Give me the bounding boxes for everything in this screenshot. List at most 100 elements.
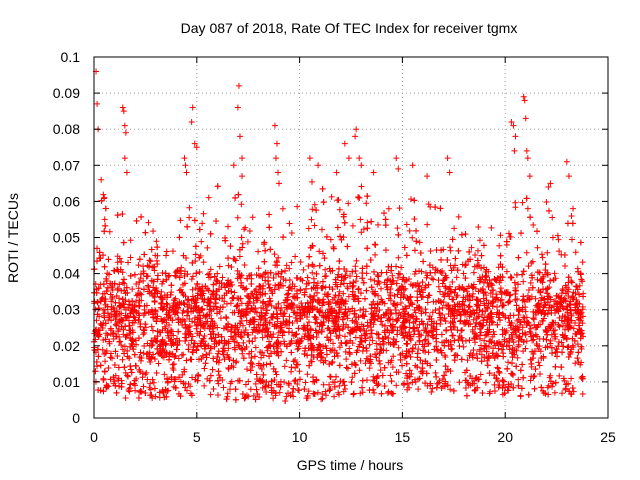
data-point [271, 286, 278, 293]
data-point [101, 216, 108, 223]
data-point [133, 281, 140, 288]
data-point [550, 327, 557, 334]
data-point [336, 288, 343, 295]
data-point [476, 325, 483, 332]
data-point [392, 323, 399, 330]
data-point [283, 357, 290, 364]
data-point [261, 384, 268, 391]
data-point [194, 343, 201, 350]
data-point [240, 322, 247, 329]
data-point [357, 357, 364, 364]
data-point [374, 272, 381, 279]
data-point [239, 240, 246, 247]
data-point [240, 339, 247, 346]
data-point [301, 386, 308, 393]
data-point [395, 315, 402, 322]
data-point [466, 313, 473, 320]
data-point [503, 268, 510, 275]
data-point [100, 388, 107, 395]
data-point [207, 391, 214, 398]
data-point [193, 270, 200, 277]
data-point [160, 317, 167, 324]
data-point [244, 331, 251, 338]
data-point [282, 277, 289, 284]
data-point [389, 390, 396, 397]
data-point [484, 362, 491, 369]
data-point [473, 350, 480, 357]
data-point [234, 267, 241, 274]
data-point [185, 381, 192, 388]
data-point [153, 257, 160, 264]
data-point [117, 302, 124, 309]
data-point [242, 394, 249, 401]
data-point [228, 323, 235, 330]
data-point [164, 388, 171, 395]
data-point [201, 325, 208, 332]
data-point [568, 213, 575, 220]
data-point [567, 298, 574, 305]
data-point [146, 257, 153, 264]
data-point [493, 294, 500, 301]
data-point [297, 315, 304, 322]
data-point [207, 230, 214, 237]
data-point [523, 195, 530, 202]
data-point [343, 364, 350, 371]
data-point [344, 243, 351, 250]
data-point [496, 242, 503, 249]
data-point [390, 353, 397, 360]
data-point [192, 376, 199, 383]
data-point [483, 319, 490, 326]
data-point [493, 295, 500, 302]
data-point [530, 373, 537, 380]
data-point [275, 282, 282, 289]
data-point [364, 193, 371, 200]
data-point [363, 355, 370, 362]
data-point [423, 328, 430, 335]
data-point [200, 210, 207, 217]
data-point [328, 359, 335, 366]
data-point [366, 365, 373, 372]
data-point [364, 225, 371, 232]
data-point [564, 220, 571, 227]
data-point [332, 318, 339, 325]
data-point [241, 261, 248, 268]
data-point [117, 338, 124, 345]
data-point [335, 292, 342, 299]
data-point [548, 323, 555, 330]
data-point [362, 295, 369, 302]
data-point [451, 225, 458, 232]
data-point [400, 287, 407, 294]
data-point [336, 304, 343, 311]
data-point [220, 384, 227, 391]
data-point [394, 274, 401, 281]
data-point [305, 388, 312, 395]
data-point [270, 275, 277, 282]
data-point [561, 252, 568, 259]
data-point [421, 327, 428, 334]
data-point [373, 340, 380, 347]
data-point [101, 263, 108, 270]
data-point [324, 314, 331, 321]
data-point [223, 396, 230, 403]
data-point [382, 216, 389, 223]
data-point [545, 207, 552, 214]
data-point [471, 330, 478, 337]
data-point [455, 336, 462, 343]
data-point [362, 337, 369, 344]
data-point [507, 273, 514, 280]
data-point [425, 340, 432, 347]
data-point [340, 290, 347, 297]
data-point [497, 288, 504, 295]
data-point [327, 336, 334, 343]
data-point [137, 271, 144, 278]
data-point [510, 326, 517, 333]
data-point [517, 367, 524, 374]
data-point [154, 333, 161, 340]
data-point [563, 336, 570, 343]
data-point [92, 368, 99, 375]
data-point [382, 222, 389, 229]
data-point [220, 351, 227, 358]
data-point [179, 290, 186, 297]
data-point [252, 380, 259, 387]
data-point [546, 304, 553, 311]
